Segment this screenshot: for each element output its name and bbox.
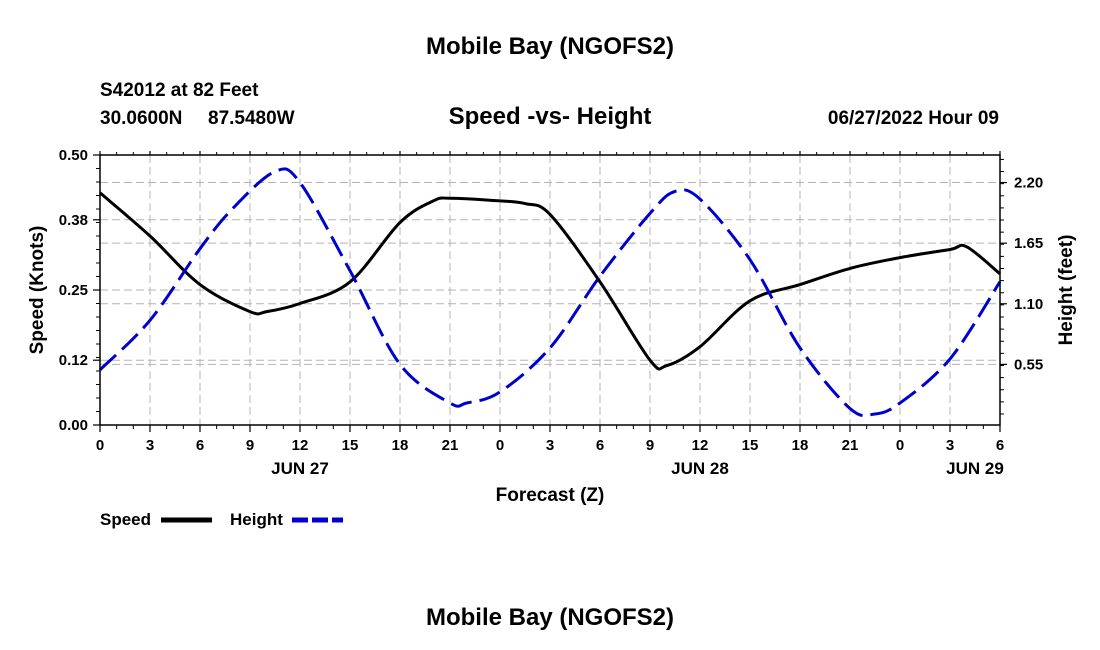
y-tick-label: 0.12 (59, 352, 88, 369)
day-label: JUN 27 (271, 459, 329, 478)
x-tick-label: 0 (896, 437, 904, 454)
station-line: S42012 at 82 Feet (100, 80, 259, 101)
y-tick-label: 0.38 (59, 212, 88, 229)
x-tick-label: 6 (196, 437, 204, 454)
y-tick-label: 0.25 (59, 282, 88, 299)
x-tick-label: 3 (146, 437, 154, 454)
x-tick-label: 15 (342, 437, 359, 454)
y-tick-label: 0.00 (59, 417, 88, 434)
x-tick-label: 0 (496, 437, 504, 454)
x-tick-label: 18 (792, 437, 809, 454)
y2-tick-label: 1.65 (1014, 235, 1043, 252)
grid (100, 155, 1000, 425)
y2-tick-label: 2.20 (1014, 175, 1043, 192)
y-axis-label: Speed (Knots) (27, 226, 48, 355)
x-tick-label: 6 (596, 437, 604, 454)
legend-speed-label: Speed (100, 510, 151, 529)
x-tick-label: 15 (742, 437, 759, 454)
x-tick-label: 21 (842, 437, 859, 454)
day-label: JUN 29 (946, 459, 1004, 478)
day-label: JUN 28 (671, 459, 729, 478)
x-axis-label: Forecast (Z) (496, 485, 605, 506)
y-tick-label: 0.50 (59, 147, 88, 164)
coords-lon: 87.5480W (208, 108, 295, 129)
x-tick-label: 3 (546, 437, 554, 454)
x-tick-label: 9 (646, 437, 654, 454)
speed-series-line (99, 191, 1001, 371)
x-tick-label: 18 (392, 437, 409, 454)
height-series-line (98, 167, 1002, 418)
x-tick-label: 3 (946, 437, 954, 454)
forecast-datetime: 06/27/2022 Hour 09 (828, 108, 999, 129)
page-title: Mobile Bay (NGOFS2) (426, 33, 674, 60)
x-tick-label: 6 (996, 437, 1004, 454)
x-tick-label: 21 (442, 437, 459, 454)
legend: Speed Height (100, 510, 343, 529)
axes: 0 3 6 9 12 15 18 21 0 3 6 9 12 15 18 21 0 3 6 JUN 27 JUN 28 J… (59, 147, 1043, 478)
x-tick-label: 12 (692, 437, 709, 454)
y2-tick-label: 1.10 (1014, 296, 1043, 313)
y2-tick-label: 0.55 (1014, 356, 1043, 373)
legend-height-label: Height (230, 510, 283, 529)
y2-axis-label: Height (feet) (1056, 235, 1077, 346)
x-tick-label: 0 (96, 437, 104, 454)
x-tick-label: 12 (292, 437, 309, 454)
footer-title: Mobile Bay (NGOFS2) (426, 604, 674, 631)
chart-subtitle: Speed -vs- Height (449, 103, 652, 130)
coords-lat: 30.0600N (100, 108, 182, 129)
x-tick-label: 9 (246, 437, 254, 454)
series-lines (98, 167, 1002, 418)
